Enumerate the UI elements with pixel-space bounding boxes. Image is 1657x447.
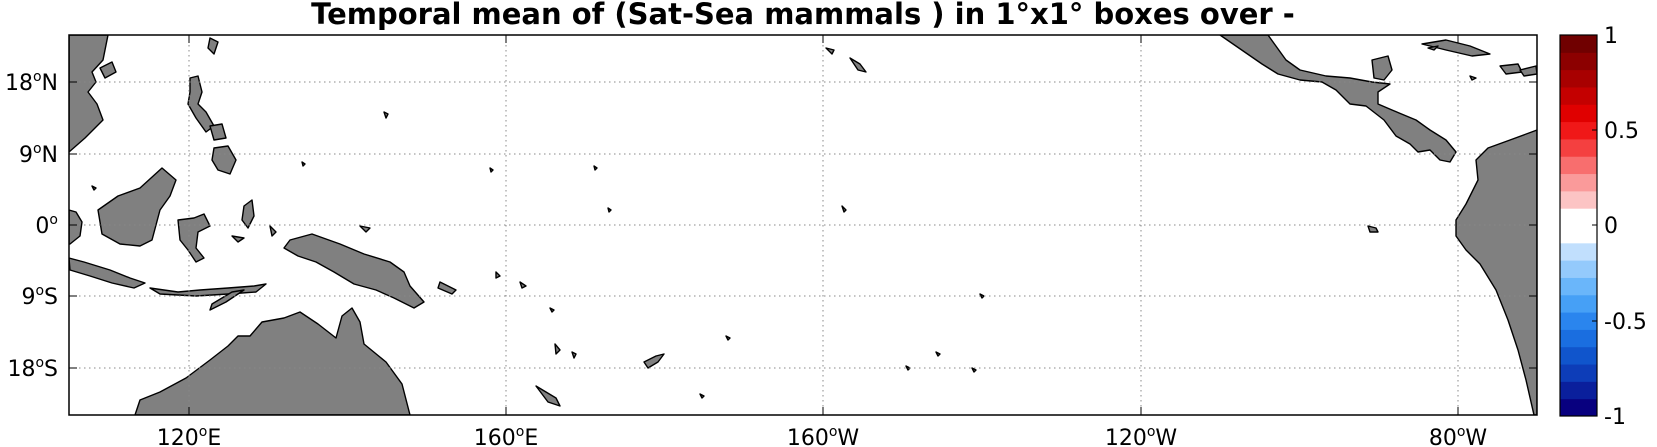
land-galapagos	[1367, 225, 1379, 233]
lat-tick-label: 0o	[35, 212, 58, 239]
colorbar-swatch	[1560, 69, 1597, 88]
colorbar-swatches	[1560, 35, 1597, 417]
colorbar-swatch	[1560, 312, 1597, 330]
lon-tick-label: 160oE	[474, 424, 538, 447]
chart-title: Temporal mean of (Sat-Sea mammals ) in 1…	[311, 0, 1295, 31]
lat-tick-label: 9oS	[21, 283, 58, 310]
colorbar-swatch	[1560, 104, 1597, 123]
colorbar-swatch	[1560, 138, 1597, 157]
land-borneo	[97, 167, 177, 247]
colorbar: 1 0.5 0 -0.5 -1	[1559, 24, 1647, 430]
lat-tick-label: 18oN	[5, 69, 58, 96]
small-islands	[91, 45, 1477, 399]
land-halmahera	[241, 199, 255, 229]
land-new-guinea	[283, 233, 425, 309]
land-hainan	[99, 61, 117, 79]
colorbar-swatch	[1560, 173, 1597, 192]
land-taiwan	[207, 37, 219, 55]
colorbar-tick-label: -1	[1604, 405, 1626, 430]
lon-tick-label: 160oW	[787, 424, 860, 447]
colorbar-swatch	[1560, 381, 1597, 400]
latitude-tick-labels: 18oN 9oN 0o 9oS 18oS	[5, 69, 58, 382]
land-indochina	[69, 35, 109, 153]
colorbar-swatch	[1560, 156, 1597, 175]
land-mindanao	[211, 145, 237, 175]
colorbar-swatch	[1560, 277, 1597, 296]
colorbar-swatch	[1560, 260, 1597, 278]
landmasses	[69, 35, 1537, 415]
colorbar-tick-label: 0.5	[1604, 119, 1639, 144]
land-mexico-central-america	[1219, 35, 1457, 163]
colorbar-swatch	[1560, 364, 1597, 382]
land-sumatra	[69, 257, 146, 289]
colorbar-swatch	[1560, 35, 1597, 53]
map-frame	[68, 34, 1538, 416]
colorbar-swatch	[1560, 329, 1597, 348]
colorbar-swatch	[1560, 208, 1597, 226]
colorbar-tick-label: 0	[1604, 214, 1618, 239]
tick-marks	[69, 35, 1537, 415]
land-visayas	[209, 123, 227, 141]
colorbar-swatch	[1560, 242, 1597, 261]
colorbar-swatch	[1560, 86, 1597, 105]
land-cuba	[1421, 39, 1491, 57]
land-australia	[134, 307, 411, 415]
colorbar-tick-label: -0.5	[1604, 310, 1647, 335]
land-solomon-islands	[437, 281, 457, 295]
colorbar-swatch	[1560, 398, 1597, 417]
colorbar-swatch	[1560, 294, 1597, 313]
land-caribbean-islands	[1519, 65, 1537, 77]
colorbar-swatch	[1560, 52, 1597, 71]
map-panel	[68, 34, 1538, 416]
land-yucatan	[1371, 55, 1393, 81]
land-south-america	[1455, 129, 1537, 415]
longitude-tick-labels: 120oE 160oE 160oW 120oW 80oW	[157, 424, 1488, 447]
colorbar-tick-label: 1	[1604, 24, 1618, 49]
colorbar-swatch	[1560, 346, 1597, 365]
land-vanuatu	[554, 343, 561, 355]
colorbar-swatch	[1560, 225, 1597, 244]
lat-tick-label: 18oS	[7, 355, 58, 382]
land-sulawesi	[177, 213, 211, 263]
lat-tick-label: 9oN	[19, 141, 58, 168]
colorbar-swatch	[1560, 190, 1597, 209]
colorbar-swatch	[1560, 121, 1597, 140]
land-malay-peninsula	[69, 209, 83, 245]
lon-tick-label: 120oW	[1105, 424, 1178, 447]
land-new-caledonia	[535, 385, 561, 407]
lon-tick-label: 120oE	[157, 424, 221, 447]
land-fiji	[643, 353, 665, 369]
lon-tick-label: 80oW	[1429, 424, 1488, 447]
land-hawaii	[825, 47, 867, 73]
graticule	[69, 35, 1537, 415]
